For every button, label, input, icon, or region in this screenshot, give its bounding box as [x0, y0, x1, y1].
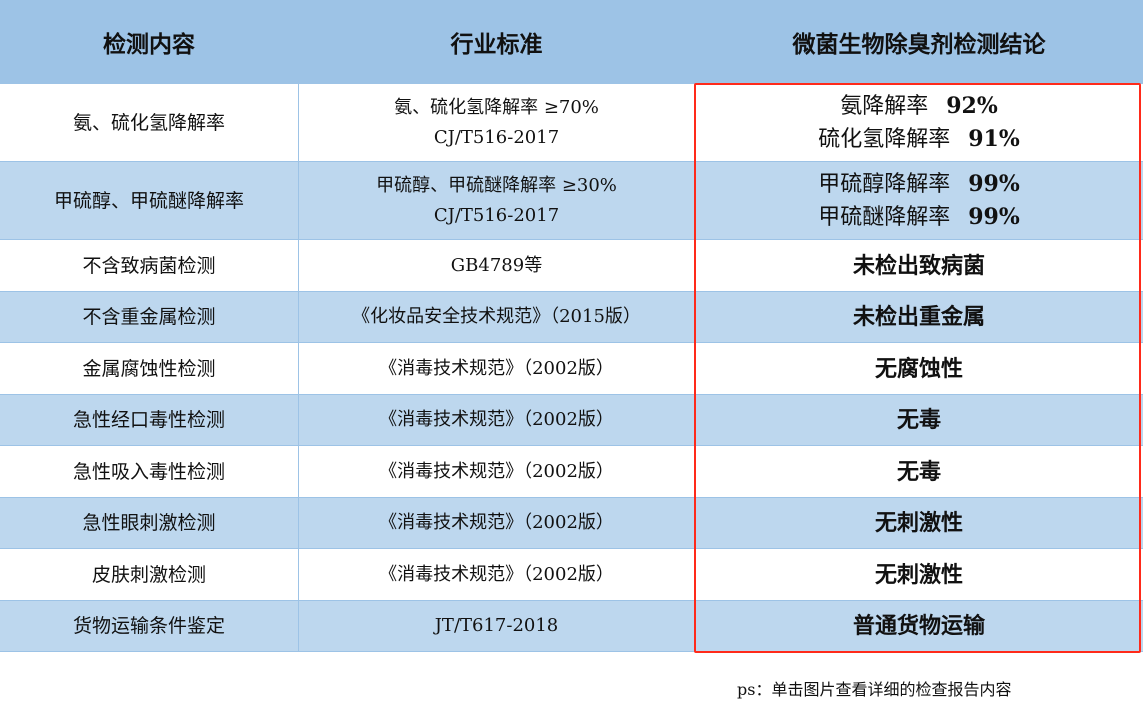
result-text: 无刺激性 [874, 561, 963, 588]
table-header: 检测内容 行业标准 微菌生物除臭剂检测结论 [0, 0, 1143, 84]
standard-cell: 《消毒技术规范》（2002版） [298, 549, 696, 600]
table-row: 急性眼刺激检测 《消毒技术规范》（2002版） 无刺激性 [0, 498, 1143, 549]
result-cell: 无刺激性 [695, 498, 1143, 548]
result-line: 硫化氢降解率 91% [818, 123, 1020, 156]
standard-cell: 《消毒技术规范》（2002版） [298, 395, 696, 445]
result-cell: 无刺激性 [695, 549, 1143, 600]
standard-text: 《消毒技术规范》（2002版） [379, 357, 614, 379]
result-cell: 未检出致病菌 [695, 240, 1143, 291]
item-text: 金属腐蚀性检测 [82, 357, 216, 380]
standard-text: CJ/T516-2017 [433, 204, 560, 226]
item-text: 氨、硫化氢降解率 [72, 111, 225, 134]
item-text: 急性吸入毒性检测 [72, 460, 225, 483]
result-value: 92% [946, 92, 998, 119]
footnote[interactable]: ps：单击图片查看详细的检查报告内容 [737, 680, 1012, 699]
standard-text: 甲硫醇、甲硫醚降解率 ≥30% [376, 174, 617, 196]
standard-cell: GB4789等 [298, 240, 696, 291]
header-result: 微菌生物除臭剂检测结论 [792, 31, 1046, 58]
standard-text: 《化妆品安全技术规范》（2015版） [352, 306, 641, 327]
standard-text: JT/T617-2018 [434, 615, 559, 636]
standard-cell: 《消毒技术规范》（2002版） [298, 343, 696, 394]
item-cell: 急性经口毒性检测 [0, 395, 299, 445]
standard-text: GB4789等 [450, 254, 543, 276]
result-cell: 氨降解率 92% 硫化氢降解率 91% [695, 84, 1143, 161]
standard-cell: JT/T617-2018 [298, 601, 696, 651]
table-row: 氨、硫化氢降解率 氨、硫化氢降解率 ≥70% CJ/T516-2017 氨降解率 92%… [0, 84, 1143, 162]
standard-cell: 《消毒技术规范》（2002版） [298, 446, 696, 497]
result-text: 无腐蚀性 [874, 355, 963, 382]
result-cell: 未检出重金属 [695, 292, 1143, 342]
standard-text: 《消毒技术规范》（2002版） [379, 563, 614, 585]
standard-text: 《消毒技术规范》（2002版） [379, 460, 614, 482]
header-item: 检测内容 [103, 31, 195, 58]
item-cell: 急性眼刺激检测 [0, 498, 299, 548]
result-text: 无毒 [896, 458, 941, 485]
result-text: 普通货物运输 [852, 613, 985, 639]
table-row: 急性吸入毒性检测 《消毒技术规范》（2002版） 无毒 [0, 446, 1143, 498]
item-cell: 甲硫醇、甲硫醚降解率 [0, 162, 299, 239]
result-value: 91% [968, 125, 1020, 152]
item-cell: 不含致病菌检测 [0, 240, 299, 291]
result-label: 硫化氢降解率 [818, 126, 951, 152]
item-text: 货物运输条件鉴定 [72, 615, 225, 637]
item-cell: 急性吸入毒性检测 [0, 446, 299, 497]
item-cell: 金属腐蚀性检测 [0, 343, 299, 394]
result-line: 甲硫醇降解率 99% [818, 168, 1020, 201]
item-cell: 皮肤刺激检测 [0, 549, 299, 600]
result-cell: 无腐蚀性 [695, 343, 1143, 394]
result-cell: 甲硫醇降解率 99% 甲硫醚降解率 99% [695, 162, 1143, 239]
result-text: 未检出重金属 [852, 304, 985, 330]
standard-text: 《消毒技术规范》（2002版） [379, 512, 614, 533]
result-text: 无毒 [896, 407, 941, 433]
item-text: 不含重金属检测 [82, 306, 216, 328]
result-line: 甲硫醚降解率 99% [818, 201, 1020, 234]
result-label: 氨降解率 [840, 93, 929, 119]
result-value: 99% [968, 170, 1020, 197]
item-text: 不含致病菌检测 [82, 254, 216, 277]
item-cell: 氨、硫化氢降解率 [0, 84, 299, 161]
standard-cell: 氨、硫化氢降解率 ≥70% CJ/T516-2017 [298, 84, 696, 161]
standard-cell: 甲硫醇、甲硫醚降解率 ≥30% CJ/T516-2017 [298, 162, 696, 239]
standard-text: CJ/T516-2017 [433, 126, 560, 148]
item-text: 甲硫醇、甲硫醚降解率 [53, 189, 244, 212]
header-standard: 行业标准 [450, 31, 543, 58]
table-row: 急性经口毒性检测 《消毒技术规范》（2002版） 无毒 [0, 395, 1143, 446]
result-cell: 无毒 [695, 395, 1143, 445]
result-cell: 普通货物运输 [695, 601, 1143, 651]
result-label: 甲硫醚降解率 [818, 204, 951, 230]
standard-text: 氨、硫化氢降解率 ≥70% [394, 96, 599, 118]
result-line: 氨降解率 92% [840, 90, 998, 123]
table-row: 金属腐蚀性检测 《消毒技术规范》（2002版） 无腐蚀性 [0, 343, 1143, 395]
table-row: 不含重金属检测 《化妆品安全技术规范》（2015版） 未检出重金属 [0, 292, 1143, 343]
result-cell: 无毒 [695, 446, 1143, 497]
table-row: 皮肤刺激检测 《消毒技术规范》（2002版） 无刺激性 [0, 549, 1143, 601]
standard-cell: 《化妆品安全技术规范》（2015版） [298, 292, 696, 342]
table-row: 甲硫醇、甲硫醚降解率 甲硫醇、甲硫醚降解率 ≥30% CJ/T516-2017 甲硫醇… [0, 162, 1143, 240]
item-text: 急性眼刺激检测 [82, 512, 216, 534]
item-text: 皮肤刺激检测 [91, 563, 206, 586]
table-row: 货物运输条件鉴定 JT/T617-2018 普通货物运输 [0, 601, 1143, 652]
standard-text: 《消毒技术规范》（2002版） [379, 409, 614, 430]
result-text: 未检出致病菌 [852, 252, 985, 279]
result-text: 无刺激性 [874, 510, 963, 536]
result-value: 99% [968, 203, 1020, 230]
item-text: 急性经口毒性检测 [72, 409, 225, 431]
table-row: 不含致病菌检测 GB4789等 未检出致病菌 [0, 240, 1143, 292]
result-label: 甲硫醇降解率 [818, 171, 951, 197]
item-cell: 货物运输条件鉴定 [0, 601, 299, 651]
item-cell: 不含重金属检测 [0, 292, 299, 342]
standard-cell: 《消毒技术规范》（2002版） [298, 498, 696, 548]
